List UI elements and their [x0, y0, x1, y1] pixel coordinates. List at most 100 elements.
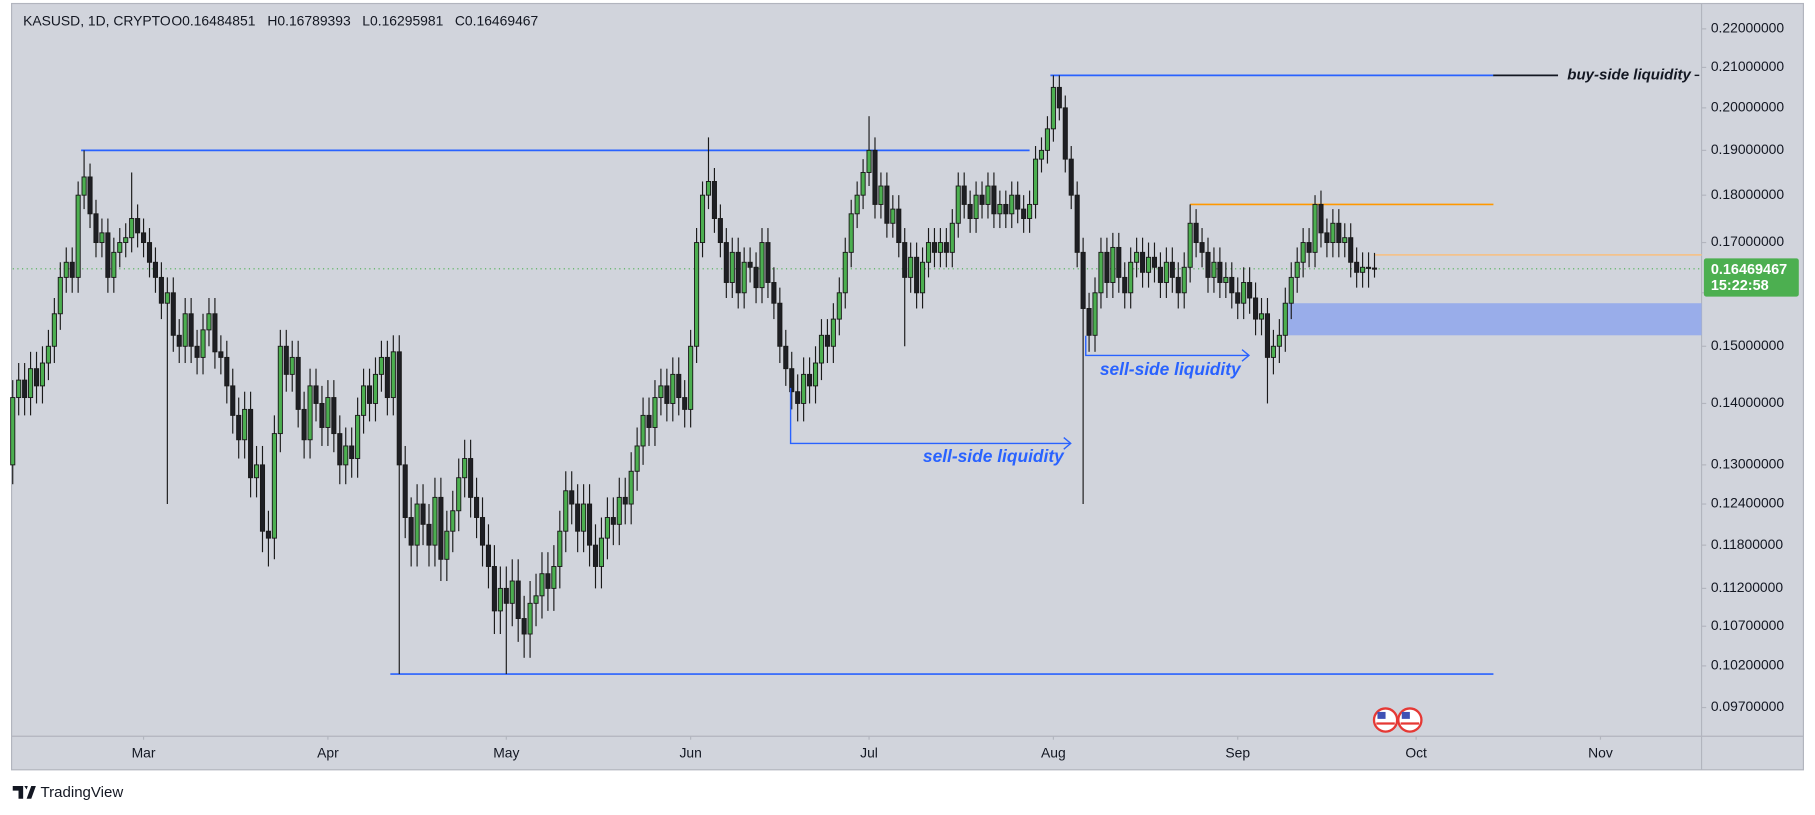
- x-tick-label: Jul: [860, 744, 878, 760]
- candle-body: [1306, 242, 1312, 253]
- candle-body: [1003, 203, 1009, 215]
- candle-body: [212, 313, 218, 353]
- candle-body: [242, 408, 248, 441]
- candle-body: [129, 218, 135, 239]
- candle-body: [711, 181, 717, 219]
- candle-body: [283, 345, 289, 375]
- candle-body: [908, 256, 914, 278]
- candle-body: [860, 172, 866, 196]
- candle-body: [456, 477, 462, 512]
- annotation-label: sell-side liquidity: [923, 446, 1065, 466]
- legend-close: C0.16469467: [455, 13, 539, 29]
- candle-body: [474, 496, 480, 518]
- y-tick-label: 0.15000000: [1711, 337, 1785, 353]
- candle-body: [896, 208, 902, 244]
- x-tick-label: Jun: [679, 744, 701, 760]
- candle-body: [1044, 128, 1050, 151]
- arrow-head: [1241, 349, 1251, 362]
- candle-body: [1294, 261, 1300, 278]
- candle-body: [866, 149, 872, 173]
- y-tick-label: 0.17000000: [1711, 233, 1785, 249]
- candle-body: [1264, 313, 1271, 358]
- candle-body: [1360, 266, 1366, 273]
- candle-body: [503, 587, 509, 604]
- x-tick-label: Aug: [1041, 744, 1066, 760]
- candle-body: [420, 503, 426, 525]
- candle-body: [295, 356, 301, 410]
- candle-body: [408, 517, 414, 546]
- candle-body: [836, 292, 842, 320]
- legend-high: H0.16789393: [267, 13, 351, 29]
- candle-body: [319, 402, 325, 428]
- candle-body: [1258, 313, 1265, 320]
- candle-body: [670, 373, 676, 404]
- candle-body: [634, 445, 640, 472]
- candle-body: [1342, 237, 1348, 244]
- y-tick-label: 0.12400000: [1711, 495, 1785, 511]
- candle-body: [200, 329, 206, 358]
- plot-layer: 0.22000000 0.21000000 0.20000000 0.19000000…: [10, 20, 1799, 760]
- candle-body: [230, 385, 236, 416]
- candle-body: [33, 368, 40, 387]
- candle-body: [539, 573, 545, 597]
- last-price-label: 0.16469467: [1711, 262, 1787, 278]
- candle-body: [1062, 107, 1068, 160]
- candle-body: [81, 176, 87, 196]
- candle-body: [521, 618, 527, 635]
- candle-body: [723, 242, 729, 283]
- candle-body: [152, 261, 158, 278]
- flag-canton: [1377, 711, 1386, 719]
- candle-body: [63, 261, 69, 278]
- event-flags: [1372, 707, 1423, 733]
- candle-body: [735, 251, 741, 294]
- candle-body: [581, 503, 587, 532]
- candle-body: [658, 385, 664, 399]
- candle-body: [141, 232, 147, 244]
- candle-body: [170, 292, 176, 336]
- candle-body: [753, 266, 759, 289]
- x-tick-label: May: [493, 744, 519, 760]
- candle-body: [313, 385, 319, 404]
- candle-body: [1193, 222, 1199, 244]
- candle-body: [949, 222, 955, 253]
- candle-body: [51, 313, 57, 347]
- candle-body: [176, 334, 182, 347]
- candle-body: [973, 194, 979, 219]
- candle-body: [343, 445, 349, 466]
- candle-body: [164, 292, 170, 304]
- candle-body: [146, 242, 153, 263]
- candle-body: [468, 458, 474, 498]
- candle-body: [509, 580, 515, 604]
- candle-body: [432, 496, 438, 546]
- candle-body: [1300, 242, 1306, 263]
- candle-body: [111, 251, 117, 278]
- candle-body: [628, 470, 634, 505]
- candle-body: [390, 351, 396, 399]
- candle-body: [236, 414, 242, 441]
- candle-body: [1247, 282, 1253, 299]
- candle-body: [218, 351, 224, 358]
- candle-body: [652, 397, 658, 428]
- candle-body: [795, 391, 801, 404]
- candle-body: [1104, 251, 1110, 283]
- y-tick-label: 0.11200000: [1711, 579, 1784, 595]
- arrow-head: [1063, 437, 1072, 450]
- candle-body: [664, 385, 670, 404]
- candle-body: [93, 213, 99, 244]
- candle-body: [1330, 222, 1336, 244]
- candle-body: [194, 345, 200, 358]
- candle-body: [616, 496, 622, 525]
- candle-body: [265, 530, 271, 539]
- candle-body: [1015, 194, 1021, 210]
- candle-body: [527, 602, 533, 635]
- sell-side-arrow: [789, 387, 1071, 445]
- candle-body: [158, 276, 164, 304]
- y-tick-label: 0.11800000: [1711, 536, 1784, 552]
- legend-open: O0.16484851: [171, 13, 255, 29]
- annotation-label: buy-side liquidity: [1567, 66, 1691, 83]
- candle-body: [592, 544, 599, 567]
- candle-body: [783, 345, 789, 370]
- sell-side-arrow: [1085, 335, 1249, 357]
- candle-body: [355, 414, 361, 459]
- logo-mark: [12, 786, 36, 799]
